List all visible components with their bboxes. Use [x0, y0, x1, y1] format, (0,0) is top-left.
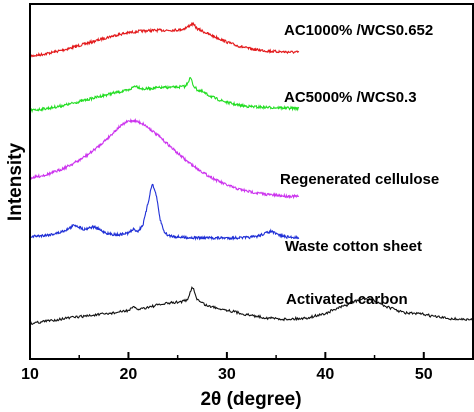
x-tick-label-40: 40: [316, 366, 334, 383]
series-label-ac1000: AC1000% /WCS0.652: [284, 22, 433, 39]
x-tick-label-10: 10: [21, 366, 39, 383]
curves-layer: [29, 21, 474, 325]
plot-frame: [29, 3, 474, 360]
series-line-4: [29, 286, 474, 325]
y-axis-label: Intensity: [5, 143, 26, 222]
series-label-activated-carbon: Activated carbon: [286, 291, 408, 308]
x-tick-label-50: 50: [415, 366, 433, 383]
series-line-2: [29, 117, 300, 200]
series-line-3: [29, 183, 300, 241]
series-line-0: [29, 21, 300, 58]
x-tick-label-30: 30: [218, 366, 236, 383]
x-axis-label: 2θ (degree): [200, 389, 301, 410]
x-tick-label-20: 20: [120, 366, 138, 383]
series-label-waste-cotton-sheet: Waste cotton sheet: [285, 238, 422, 255]
series-line-1: [29, 76, 300, 114]
series-label-regenerated-cellulose: Regenerated cellulose: [280, 171, 439, 188]
x-ticks: 10 20 30 40 50: [21, 352, 474, 383]
series-label-ac5000: AC5000% /WCS0.3: [284, 89, 417, 106]
